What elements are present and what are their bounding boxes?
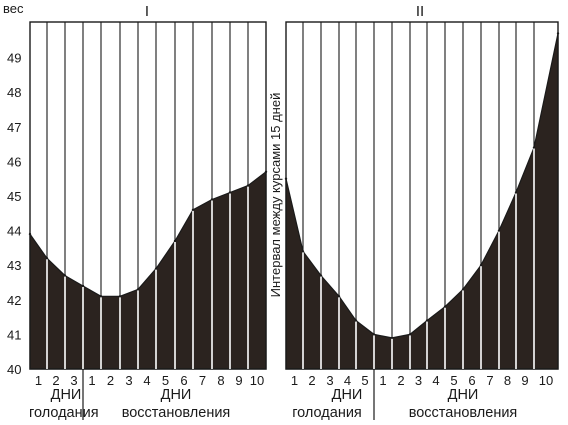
day-tick-label: 1: [88, 373, 95, 388]
phase-label: голодания: [29, 405, 99, 421]
panel-2-point: [354, 319, 358, 322]
phase-label: восстановления: [409, 405, 518, 421]
day-tick-label: 4: [143, 373, 150, 388]
day-tick-label: 9: [235, 373, 242, 388]
day-tick-label: 5: [162, 373, 169, 388]
panel-1-point: [63, 274, 67, 277]
panel-2-point: [425, 319, 429, 322]
day-tick-label: 9: [521, 373, 528, 388]
panel-2-point: [301, 250, 305, 253]
panel-1-point: [81, 284, 85, 288]
day-tick-label: 6: [468, 373, 475, 388]
y-tick-label: 46: [7, 154, 21, 169]
day-tick-label: 2: [308, 373, 315, 388]
y-axis-label: вес: [3, 1, 24, 16]
panel-2-point: [319, 274, 323, 277]
days-label: ДНИ: [161, 387, 192, 403]
day-tick-label: 2: [52, 373, 59, 388]
y-tick-label: 43: [7, 258, 21, 273]
panel-1-point: [210, 198, 214, 201]
y-tick-label: 44: [7, 224, 21, 239]
y-tick-label: 49: [7, 51, 21, 66]
panel-1-point: [173, 239, 177, 243]
day-tick-label: 2: [397, 373, 404, 388]
day-tick-label: 7: [199, 373, 206, 388]
day-tick-label: 1: [379, 373, 386, 388]
day-tick-label: 3: [326, 373, 333, 388]
day-tick-label: 7: [486, 373, 493, 388]
days-label: ДНИ: [332, 387, 363, 403]
days-label: ДНИ: [448, 387, 479, 403]
phase-label: восстановления: [122, 405, 231, 421]
panel-2-frame: [285, 21, 559, 370]
day-tick-label: 1: [35, 373, 42, 388]
panel-2-area: [285, 33, 559, 370]
day-tick-label: 8: [217, 373, 224, 388]
days-label: ДНИ: [51, 387, 82, 403]
day-tick-label: 1: [291, 373, 298, 388]
day-tick-label: 8: [504, 373, 511, 388]
y-tick-label: 41: [7, 327, 21, 342]
day-tick-label: 5: [361, 373, 368, 388]
day-tick-label: 2: [107, 373, 114, 388]
day-tick-label: 3: [125, 373, 132, 388]
panel-1-frame: [29, 21, 267, 370]
chart-fill-layer: [28, 32, 560, 370]
y-tick-label: 42: [7, 293, 21, 308]
chart-grid-layer: [29, 21, 559, 420]
y-tick-label: 40: [7, 362, 21, 377]
phase-label: голодания: [292, 405, 362, 421]
day-tick-label: 10: [250, 373, 264, 388]
panel-1-point: [154, 267, 158, 270]
panel-2-point: [390, 336, 394, 340]
panel-1-title: I: [145, 3, 149, 20]
y-tick-label: 48: [7, 85, 21, 100]
day-tick-label: 3: [70, 373, 77, 388]
interval-note: Интервал между курсами 15 дней: [268, 93, 283, 298]
day-tick-label: 4: [344, 373, 351, 388]
chart-text-layer: вес I II Интервал между курсами 15 дней …: [3, 1, 553, 421]
day-tick-label: 10: [539, 373, 553, 388]
y-tick-label: 45: [7, 189, 21, 204]
day-tick-label: 3: [415, 373, 422, 388]
y-tick-label: 47: [7, 120, 21, 135]
day-tick-label: 4: [432, 373, 439, 388]
day-tick-label: 6: [180, 373, 187, 388]
panel-2-title: II: [416, 3, 424, 20]
day-tick-label: 5: [450, 373, 457, 388]
panel-2-point: [532, 146, 536, 149]
panel-1-point: [45, 257, 49, 260]
